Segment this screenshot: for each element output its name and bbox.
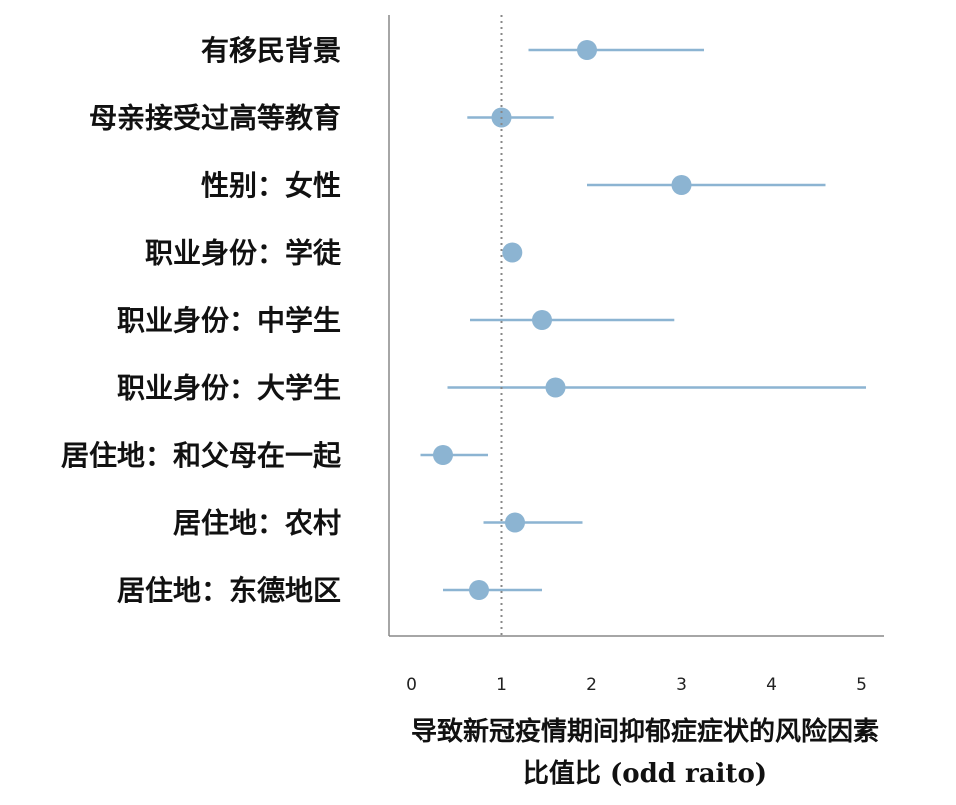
forest-row: 职业身份：大学生 [117, 372, 866, 405]
odds-ratio-point [577, 40, 597, 60]
odds-ratio-point [532, 310, 552, 330]
x-tick-label: 5 [856, 675, 867, 695]
forest-row: 职业身份：学徒 [145, 237, 523, 270]
row-label: 职业身份：中学生 [117, 304, 341, 337]
row-label: 职业身份：大学生 [117, 372, 341, 405]
row-label: 职业身份：学徒 [145, 237, 342, 270]
forest-row: 母亲接受过高等教育 [89, 102, 554, 135]
odds-ratio-point [545, 377, 566, 398]
forest-row: 有移民背景 [201, 34, 704, 67]
forest-row: 性别：女性 [201, 169, 826, 202]
x-tick-label: 0 [406, 675, 417, 695]
row-label: 母亲接受过高等教育 [89, 102, 341, 135]
odds-ratio-point [505, 512, 525, 533]
x-tick-label: 2 [586, 675, 597, 695]
row-label: 居住地：农村 [173, 507, 341, 540]
forest-row: 居住地：和父母在一起 [61, 439, 488, 472]
row-label: 居住地：和父母在一起 [61, 439, 342, 472]
forest-row: 职业身份：中学生 [117, 304, 675, 337]
forest-rows: 有移民背景母亲接受过高等教育性别：女性职业身份：学徒职业身份：中学生职业身份：大… [61, 34, 866, 607]
x-axis-title-line-2: 比值比 (odd raito) [523, 759, 767, 789]
odds-ratio-point [469, 580, 489, 600]
forest-row: 居住地：东德地区 [117, 574, 542, 607]
x-tick-label: 1 [496, 675, 507, 695]
row-label: 有移民背景 [201, 34, 341, 67]
x-tick-label: 3 [676, 675, 687, 695]
odds-ratio-point [671, 175, 692, 195]
row-label: 居住地：东德地区 [117, 574, 341, 607]
x-tick-label: 4 [766, 675, 777, 695]
x-axis-title-line-1: 导致新冠疫情期间抑郁症症状的风险因素 [411, 716, 879, 747]
row-label: 性别：女性 [201, 169, 341, 202]
forest-row: 居住地：农村 [173, 507, 583, 540]
x-axis: 0 1 2 3 4 5 [388, 15, 884, 695]
odds-ratio-point [502, 242, 523, 263]
x-axis-title: 导致新冠疫情期间抑郁症症状的风险因素 比值比 (odd raito) [411, 716, 879, 789]
odds-ratio-point [433, 445, 453, 465]
